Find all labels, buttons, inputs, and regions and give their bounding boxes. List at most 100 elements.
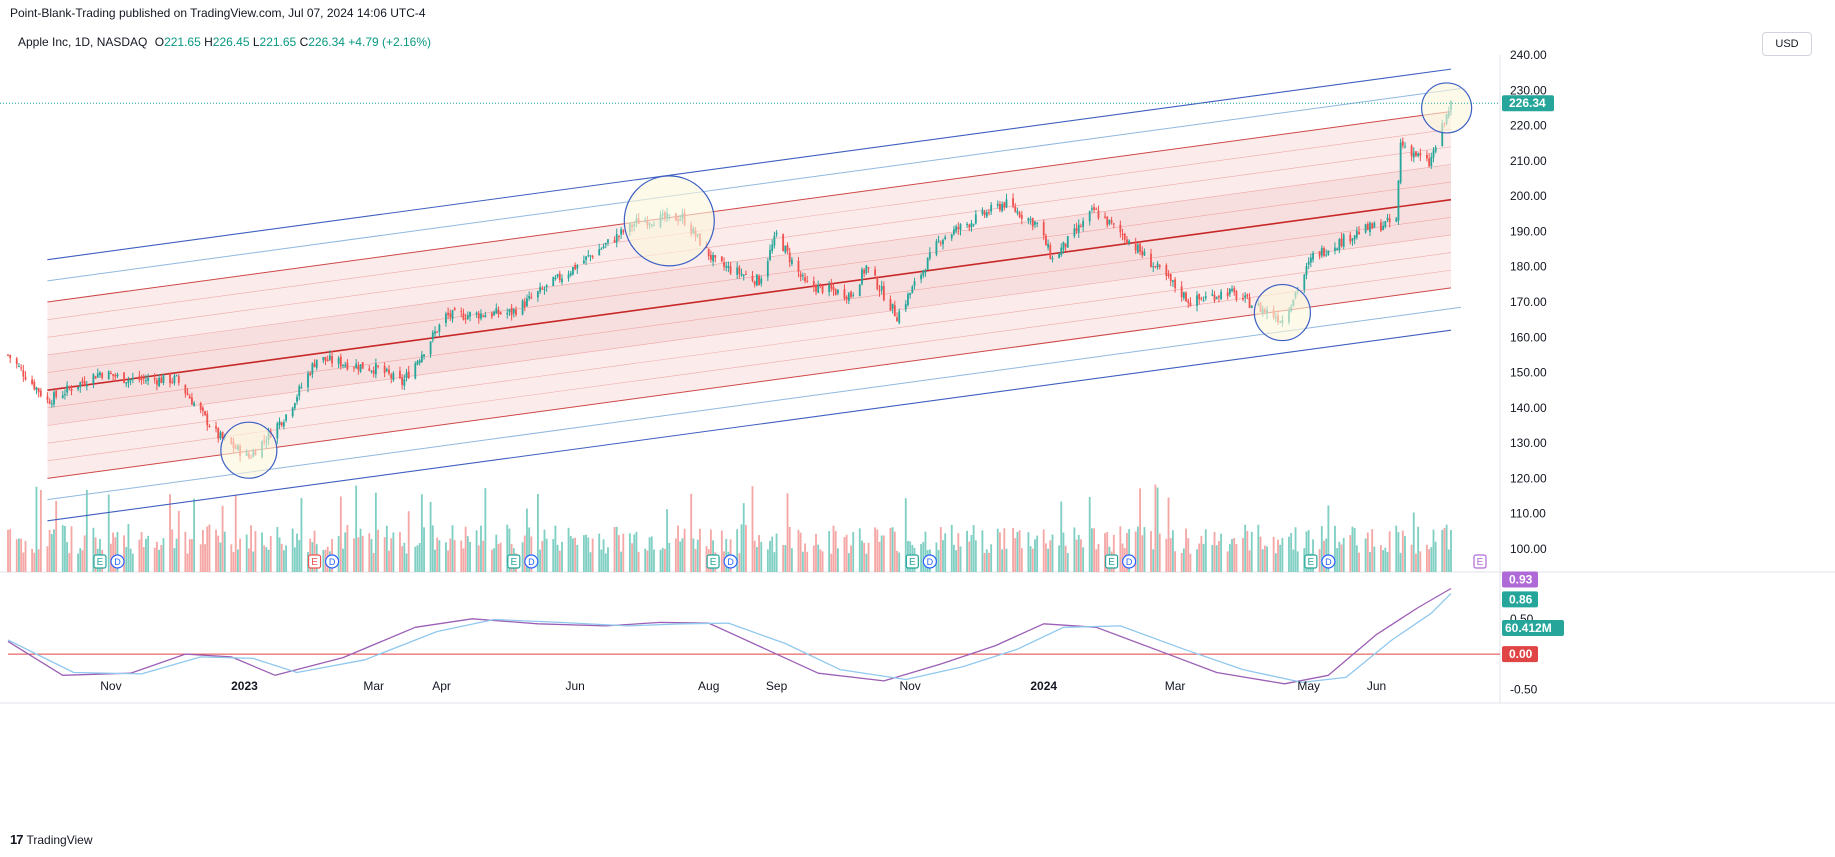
candle-body <box>18 365 20 367</box>
earnings-marker[interactable] <box>905 554 919 569</box>
candle-body <box>85 384 88 387</box>
candle-body <box>569 272 572 276</box>
dividend-marker[interactable] <box>324 554 340 569</box>
regression-band-line <box>47 252 1452 444</box>
volume-bar <box>368 533 371 572</box>
candle-body <box>201 407 204 411</box>
candle-body <box>482 315 485 317</box>
candle-body <box>445 313 447 324</box>
oscillator-pane: 0.50-0.500.930.860.00 <box>7 571 1538 696</box>
candle-body <box>188 396 191 399</box>
candle-body <box>114 374 117 377</box>
dividend-marker[interactable] <box>524 554 539 569</box>
candle-body <box>79 382 82 388</box>
candle-body <box>313 363 316 367</box>
tradingview-brand[interactable]: 17 TradingView <box>10 832 93 847</box>
candle-body <box>160 377 163 384</box>
oscillator-value-text: 0.00 <box>1509 647 1533 661</box>
candle-body <box>70 388 73 392</box>
volume-bar <box>322 549 325 572</box>
earnings-marker[interactable] <box>1473 554 1487 569</box>
candle-body <box>1136 244 1139 253</box>
volume-bar <box>1187 538 1190 572</box>
candle-body <box>1384 221 1387 227</box>
volume-bar <box>1139 488 1141 572</box>
candle-body <box>1165 265 1168 276</box>
dividend-marker[interactable] <box>723 554 738 569</box>
volume-bar <box>1150 531 1152 572</box>
volume-bar <box>889 527 892 572</box>
volume-bar <box>219 542 222 572</box>
candle-body <box>169 373 171 384</box>
candle-body <box>1430 157 1433 167</box>
candle-body <box>499 312 502 314</box>
candle-body <box>66 385 69 393</box>
volume-bar <box>230 544 233 572</box>
volume-bar <box>1106 531 1109 572</box>
candle-body <box>1334 247 1336 251</box>
candle-body <box>1139 243 1141 252</box>
candle-body <box>1167 274 1170 276</box>
earnings-marker[interactable] <box>93 554 107 569</box>
candle-body <box>291 407 294 417</box>
volume-bar <box>679 541 682 572</box>
candle-body <box>766 261 769 277</box>
volume-bar <box>653 549 655 572</box>
candle-body <box>53 392 55 405</box>
volume-bar <box>804 543 806 572</box>
currency-button[interactable]: USD <box>1762 32 1812 56</box>
volume-bar <box>530 536 533 572</box>
candle-body <box>974 214 977 224</box>
volume-bar <box>1404 536 1406 572</box>
outer-channel-line <box>47 68 1452 261</box>
volume-bar <box>628 533 631 572</box>
regression-band-line <box>47 269 1452 462</box>
dividend-marker[interactable] <box>1122 554 1137 569</box>
volume-bar <box>451 525 454 572</box>
time-tick-label: Apr <box>432 679 451 693</box>
dividend-marker[interactable] <box>110 554 125 569</box>
inner-channel-line <box>47 88 1462 282</box>
volume-bar <box>574 537 577 572</box>
volume-bar <box>1005 548 1008 572</box>
volume-bar <box>1182 548 1185 572</box>
candle-body <box>742 274 745 276</box>
candle-body <box>567 274 570 279</box>
volume-bar <box>683 528 686 572</box>
volume-bar <box>959 546 962 572</box>
event-markers[interactable]: E E E E E E E ED D D D D D D <box>93 554 1487 569</box>
volume-bar <box>1200 535 1203 572</box>
candle-body <box>372 370 375 374</box>
volume-bar <box>878 541 881 572</box>
volume-bar <box>769 540 771 572</box>
candle-body <box>436 331 439 333</box>
volume-bar <box>484 488 487 572</box>
volume-bar <box>206 526 209 572</box>
dividend-marker[interactable] <box>922 554 937 569</box>
candle-body <box>867 267 870 269</box>
earnings-marker[interactable] <box>507 554 521 569</box>
candle-body <box>1399 142 1402 183</box>
candle-body <box>1244 295 1247 298</box>
volume-bar <box>836 548 839 572</box>
earnings-marker[interactable] <box>307 554 322 569</box>
candle-body <box>1307 261 1310 265</box>
earnings-marker[interactable] <box>706 554 720 569</box>
candle-body <box>950 234 953 239</box>
candle-body <box>315 359 318 368</box>
earnings-marker[interactable] <box>1304 554 1318 569</box>
candle-body <box>512 309 515 314</box>
volume-bar <box>1412 512 1415 572</box>
dividend-marker[interactable] <box>1321 554 1336 569</box>
volume-bar <box>155 541 158 572</box>
volume-bar <box>1366 532 1369 572</box>
candle-body <box>968 224 971 228</box>
candle-body <box>1312 253 1314 260</box>
candle-body <box>613 240 616 243</box>
earnings-marker[interactable] <box>1104 554 1119 569</box>
candle-body <box>1410 145 1413 157</box>
candle-body <box>865 265 868 273</box>
volume-bar <box>431 525 434 572</box>
volume-bar <box>145 538 147 572</box>
